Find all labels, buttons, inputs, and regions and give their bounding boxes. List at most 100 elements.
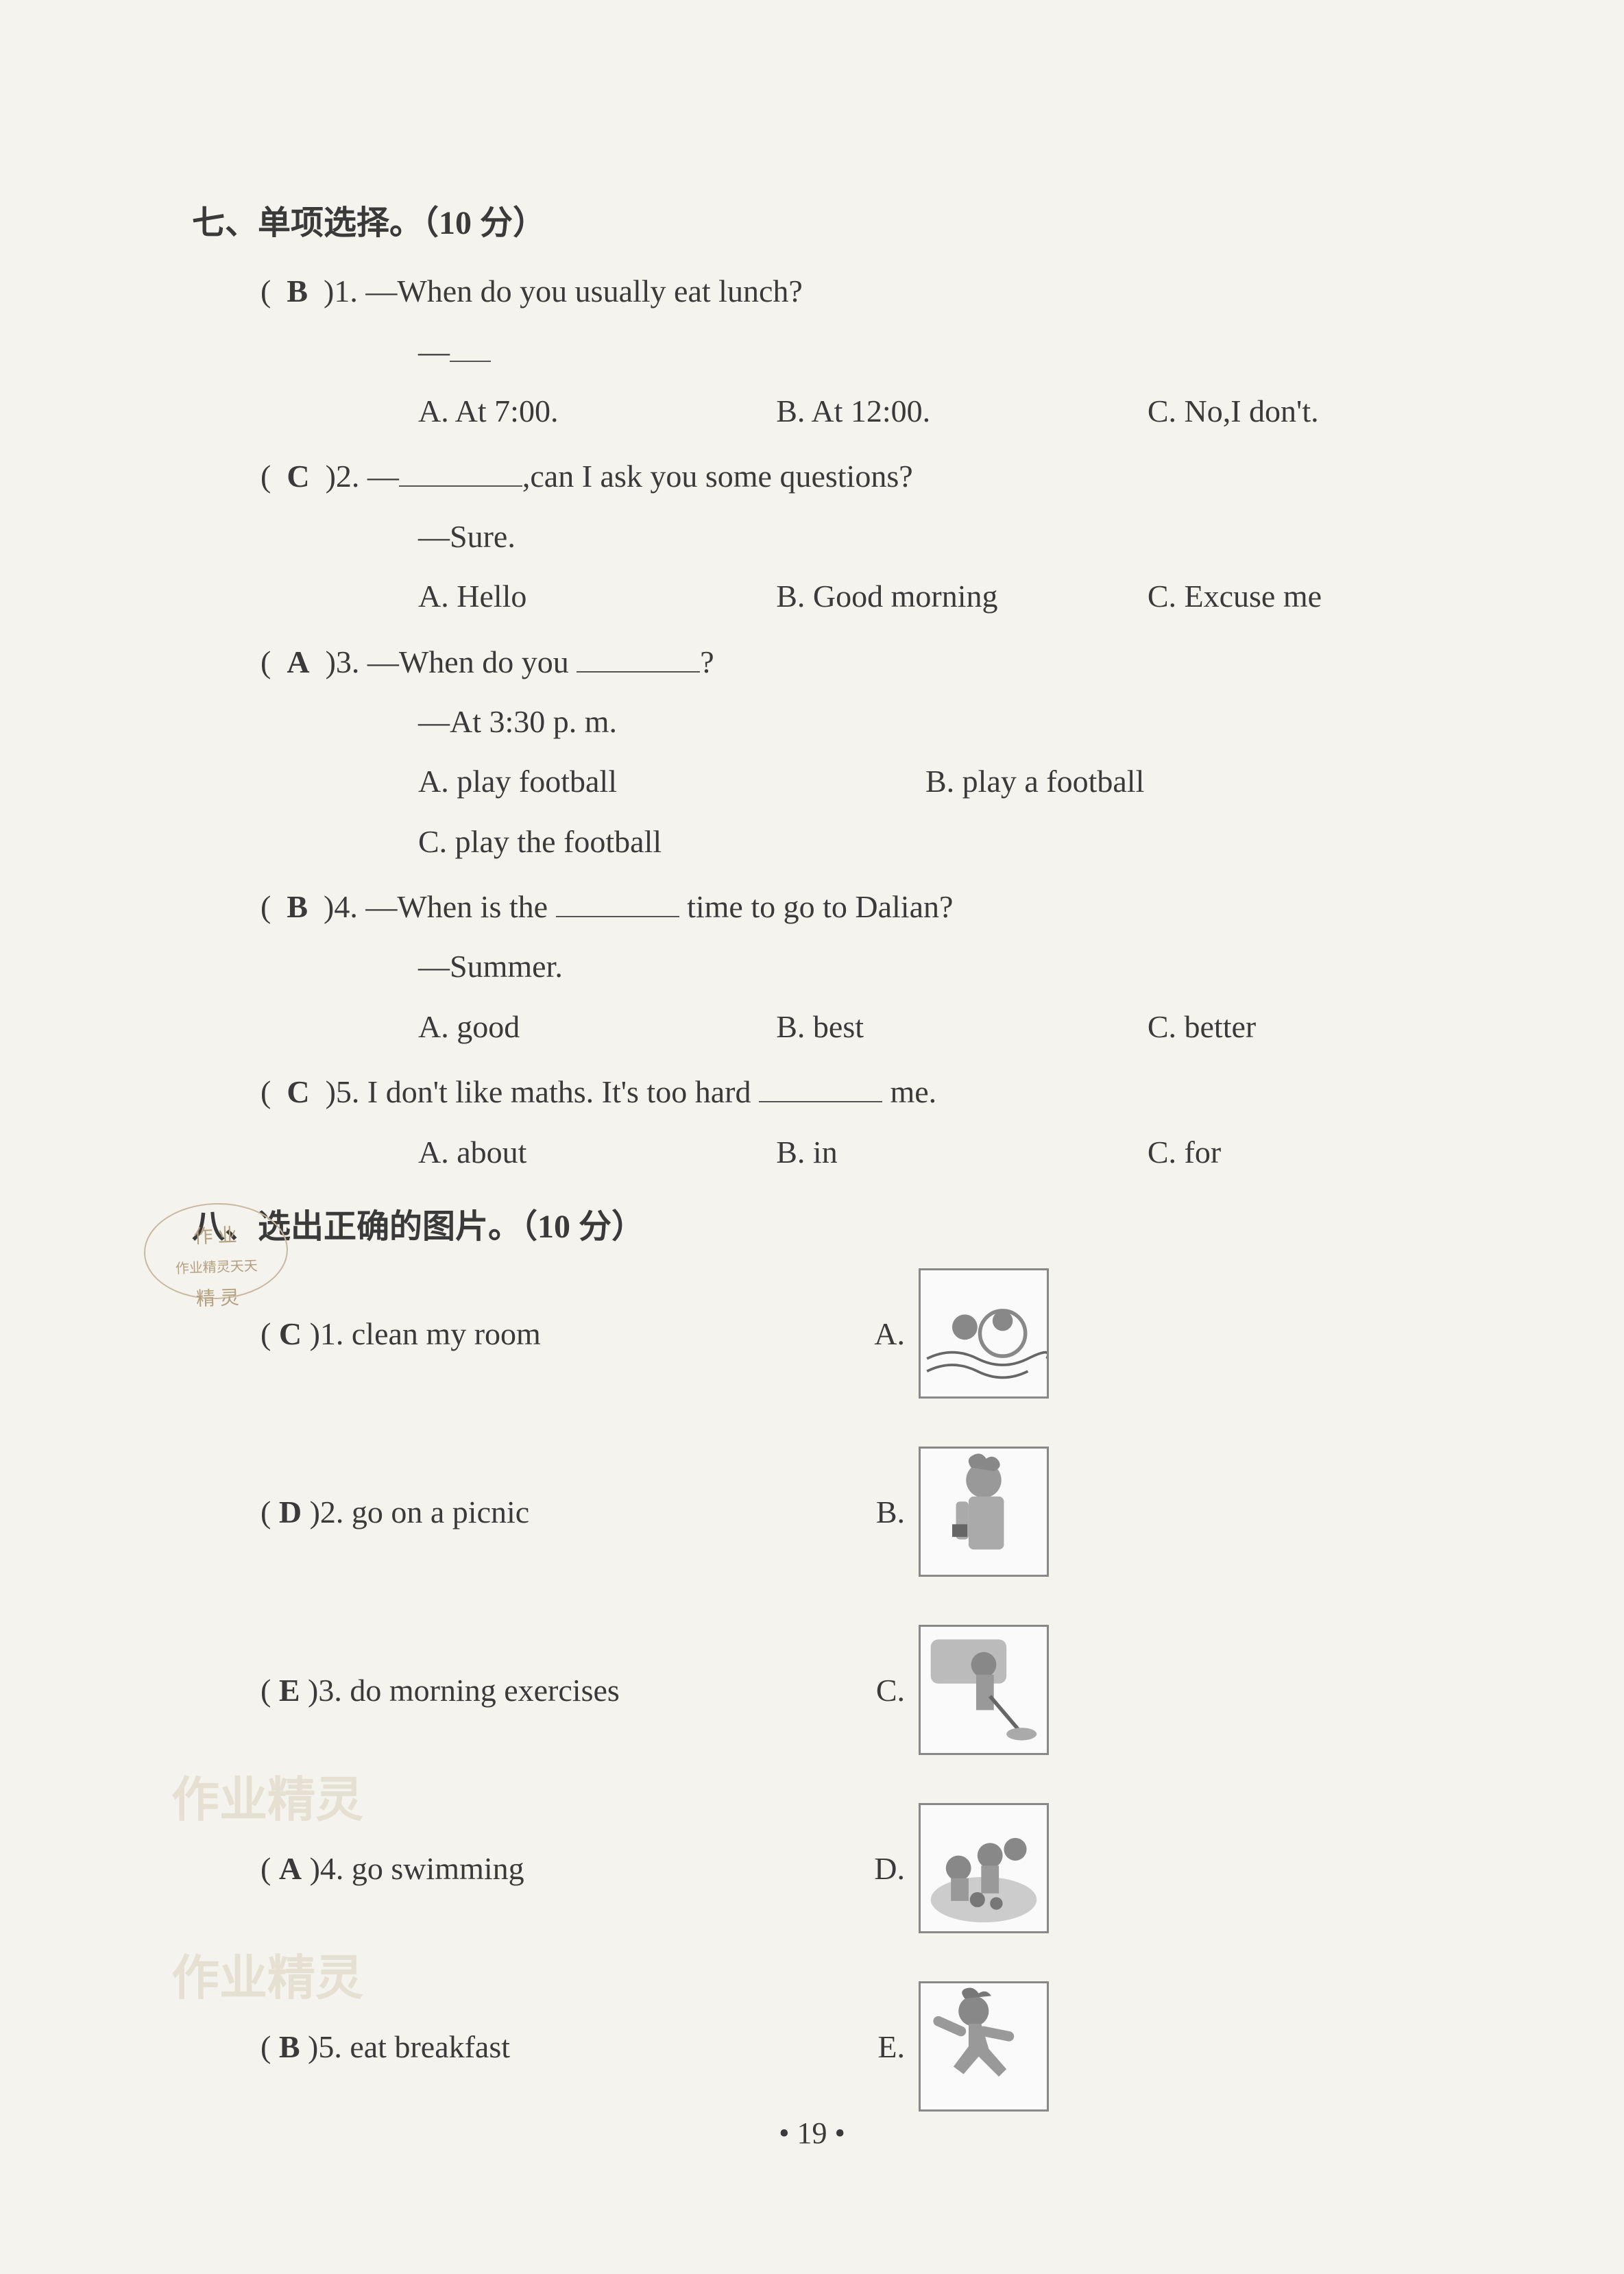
q7-4-choice-c[interactable]: C. better — [1148, 997, 1426, 1056]
s8-row-2: ( D )2. go on a picnic B. — [260, 1443, 1426, 1580]
q7-3-choice-a[interactable]: A. play football — [418, 751, 925, 811]
q7-3-blank[interactable] — [577, 645, 700, 673]
q7-4-blank[interactable] — [556, 890, 679, 917]
s8-3-text: do morning exercises — [350, 1673, 619, 1708]
s8-5-text: eat breakfast — [350, 2029, 510, 2064]
image-cleaning[interactable] — [919, 1625, 1049, 1755]
s8-1-answer: C — [279, 1316, 302, 1351]
page-number: • 19 • — [779, 2116, 845, 2151]
q7-3-post: ? — [700, 644, 714, 679]
q7-3-line1: ( A )3. —When do you ? — [260, 632, 1426, 692]
s8-label-c: C. — [850, 1660, 905, 1720]
stamp-seal: 作 业 作业精灵天天 精 灵 — [143, 1200, 290, 1301]
q7-3-choices-row1: A. play football B. play a football — [418, 751, 1426, 811]
section7-title: 七、单项选择。（10 分） — [192, 192, 1426, 254]
q7-4-choices: A. good B. best C. better — [418, 997, 1426, 1056]
q7-3-num: 3 — [336, 644, 352, 679]
q7-1-choice-b[interactable]: B. At 12:00. — [776, 381, 1148, 441]
q7-5: ( C )5. I don't like maths. It's too har… — [260, 1062, 1426, 1182]
q7-4-line1: ( B )4. —When is the time to go to Dalia… — [260, 877, 1426, 936]
q7-5-choice-c[interactable]: C. for — [1148, 1122, 1426, 1182]
s8-q4: ( A )4. go swimming — [260, 1839, 850, 1898]
q7-2-choice-b[interactable]: B. Good morning — [776, 566, 1148, 626]
q7-1-choices: A. At 7:00. B. At 12:00. C. No,I don't. — [418, 381, 1426, 441]
watermark-1: 作业精灵 — [171, 1755, 363, 1846]
q7-2-line2: —Sure. — [418, 507, 1426, 566]
cleaning-icon — [921, 1627, 1047, 1753]
q7-1-line2: — — [418, 322, 1426, 381]
q7-2-answer: C — [287, 459, 309, 494]
s8-q2: ( D )2. go on a picnic — [260, 1482, 850, 1542]
q7-1-text: —When do you usually eat lunch? — [365, 274, 802, 309]
q7-3-pre: —When do you — [367, 644, 577, 679]
s8-row-3: ( E )3. do morning exercises C. — [260, 1621, 1426, 1758]
q7-5-choice-a[interactable]: A. about — [418, 1122, 776, 1182]
s8-4-text: go swimming — [352, 1851, 524, 1886]
section8: 八、选出正确的图片。（10 分） ( C )1. clean my room A… — [192, 1196, 1426, 2115]
exercise-icon — [921, 1983, 1047, 2109]
stamp-line3: 精 灵 — [147, 1279, 289, 1320]
q7-5-choice-b[interactable]: B. in — [776, 1122, 1148, 1182]
s8-2-num: 2 — [320, 1495, 336, 1529]
s8-row-4: ( A )4. go swimming D. — [260, 1800, 1426, 1937]
q7-1-line1: ( B )1. —When do you usually eat lunch? — [260, 261, 1426, 321]
s8-4-answer: A — [279, 1851, 302, 1886]
watermark-2: 作业精灵 — [171, 1933, 363, 2024]
image-swimming[interactable] — [919, 1268, 1049, 1399]
q7-4-line2: —Summer. — [418, 936, 1426, 996]
image-eating[interactable] — [919, 1447, 1049, 1577]
s8-5-answer: B — [279, 2029, 300, 2064]
s8-5-num: 5 — [318, 2029, 334, 2064]
q7-4-choice-a[interactable]: A. good — [418, 997, 776, 1056]
q7-2-num: 2 — [336, 459, 352, 494]
q7-3-choice-b[interactable]: B. play a football — [925, 751, 1309, 811]
swimming-icon — [921, 1270, 1047, 1396]
section8-title: 八、选出正确的图片。（10 分） — [192, 1196, 1426, 1258]
q7-3-choice-c[interactable]: C. play the football — [418, 812, 1426, 871]
picnic-icon — [921, 1805, 1047, 1931]
q7-5-blank[interactable] — [759, 1075, 882, 1102]
s8-2-text: go on a picnic — [352, 1495, 529, 1529]
s8-4-num: 4 — [320, 1851, 336, 1886]
worksheet-page: 作 业 作业精灵天天 精 灵 七、单项选择。（10 分） ( B )1. —Wh… — [192, 192, 1426, 2156]
q7-1: ( B )1. —When do you usually eat lunch? … — [260, 261, 1426, 441]
q7-3-answer: A — [287, 644, 309, 679]
q7-1-dash: — — [418, 334, 450, 369]
q7-5-line1: ( C )5. I don't like maths. It's too har… — [260, 1062, 1426, 1122]
q7-5-answer: C — [287, 1074, 309, 1109]
s8-label-a: A. — [850, 1304, 905, 1364]
s8-q3: ( E )3. do morning exercises — [260, 1660, 850, 1720]
q7-2-choice-a[interactable]: A. Hello — [418, 566, 776, 626]
stamp-line1: 作 业 — [144, 1215, 287, 1257]
q7-4-answer: B — [287, 889, 308, 924]
s8-2-answer: D — [279, 1495, 302, 1529]
q7-1-choice-a[interactable]: A. At 7:00. — [418, 381, 776, 441]
q7-1-blank[interactable] — [450, 335, 491, 362]
q7-2-blank[interactable] — [399, 459, 522, 487]
s8-3-answer: E — [279, 1673, 300, 1708]
q7-5-pre: I don't like maths. It's too hard — [367, 1074, 759, 1109]
q7-3: ( A )3. —When do you ? —At 3:30 p. m. A.… — [260, 632, 1426, 872]
q7-3-line2: —At 3:30 p. m. — [418, 692, 1426, 751]
q7-4-num: 4 — [334, 889, 350, 924]
q7-1-choice-c[interactable]: C. No,I don't. — [1148, 381, 1426, 441]
q7-2-choice-c[interactable]: C. Excuse me — [1148, 566, 1426, 626]
s8-row-5: ( B )5. eat breakfast E. — [260, 1978, 1426, 2115]
q7-5-choices: A. about B. in C. for — [418, 1122, 1426, 1182]
s8-row-1: ( C )1. clean my room A. — [260, 1265, 1426, 1402]
q7-2: ( C )2. —,can I ask you some questions? … — [260, 446, 1426, 626]
s8-label-d: D. — [850, 1839, 905, 1898]
q7-4-pre: —When is the — [365, 889, 555, 924]
q7-2-line1: ( C )2. —,can I ask you some questions? — [260, 446, 1426, 506]
image-picnic[interactable] — [919, 1803, 1049, 1933]
q7-5-num: 5 — [336, 1074, 352, 1109]
s8-label-e: E. — [850, 2017, 905, 2077]
q7-4-post: time to go to Dalian? — [679, 889, 954, 924]
q7-5-post: me. — [882, 1074, 936, 1109]
q7-4-choice-b[interactable]: B. best — [776, 997, 1148, 1056]
s8-q1: ( C )1. clean my room — [260, 1304, 850, 1364]
s8-q5: ( B )5. eat breakfast — [260, 2017, 850, 2077]
image-exercise[interactable] — [919, 1981, 1049, 2112]
eating-icon — [921, 1449, 1047, 1575]
q7-2-choices: A. Hello B. Good morning C. Excuse me — [418, 566, 1426, 626]
